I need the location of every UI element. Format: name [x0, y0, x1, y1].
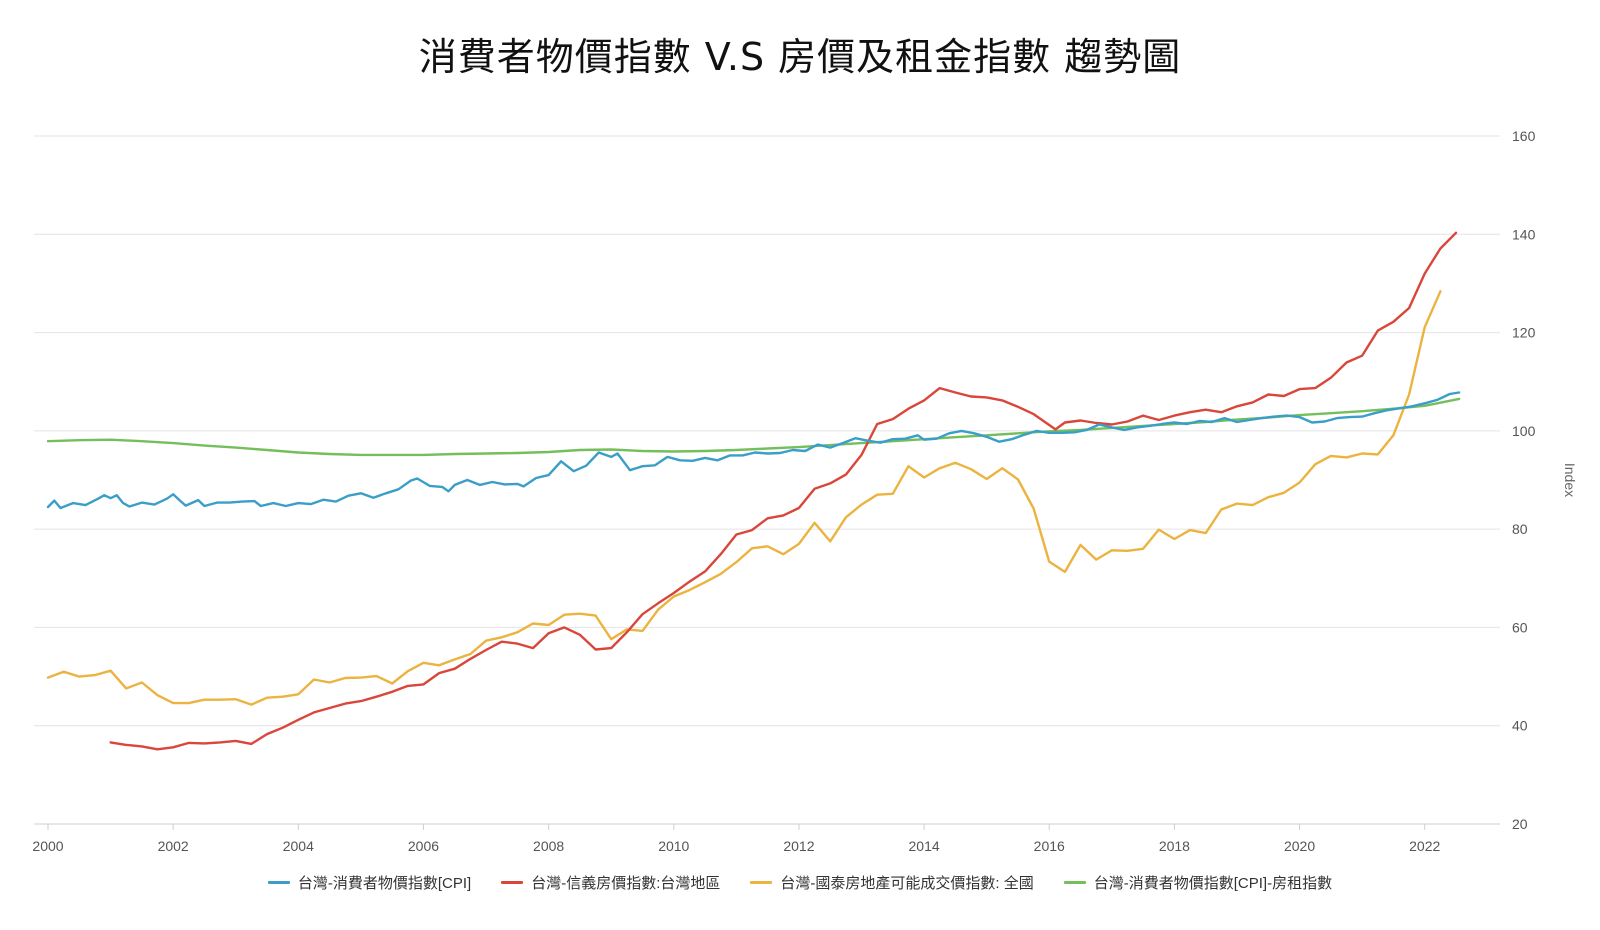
x-tick-label: 2020 — [1284, 838, 1315, 854]
legend-swatch — [267, 881, 290, 884]
y-tick-label: 120 — [1512, 325, 1536, 341]
legend-item[interactable]: 台灣-消費者物價指數[CPI]-房租指數 — [1063, 872, 1333, 893]
x-tick-label: 2004 — [283, 838, 314, 854]
y-axis-title: Index — [1562, 463, 1578, 497]
chart-title: 消費者物價指數 V.S 房價及租金指數 趨勢圖 — [418, 35, 1182, 79]
x-tick-label: 2008 — [533, 838, 564, 854]
series-line-0 — [46, 391, 1461, 510]
legend-swatch — [1063, 881, 1086, 884]
y-tick-label: 20 — [1512, 816, 1528, 832]
x-tick-label: 2010 — [658, 838, 689, 854]
legend-label: 台灣-消費者物價指數[CPI] — [297, 875, 472, 892]
x-tick-label: 2006 — [408, 838, 439, 854]
x-tick-label: 2022 — [1409, 838, 1440, 854]
legend: 台灣-消費者物價指數[CPI] 台灣-信義房價指數:台灣地區 台灣-國泰房地產可能成… — [0, 872, 1600, 893]
legend-swatch — [501, 881, 524, 884]
x-tick-label: 2000 — [32, 838, 63, 854]
x-tick-label: 2016 — [1034, 838, 1065, 854]
legend-item[interactable]: 台灣-信義房價指數:台灣地區 — [501, 872, 720, 893]
grid-lines — [34, 135, 1500, 825]
x-tick-label: 2018 — [1159, 838, 1190, 854]
legend-item[interactable]: 台灣-國泰房地產可能成交價指數: 全國 — [750, 872, 1034, 893]
x-tick-label: 2012 — [783, 838, 814, 854]
x-axis-ticks: 2000 2002 2004 2006 2008 2010 2012 2014 2016 2018… — [32, 824, 1440, 854]
y-tick-label: 140 — [1512, 226, 1536, 242]
legend-label: 台灣-國泰房地產可能成交價指數: 全國 — [780, 875, 1034, 892]
x-tick-label: 2002 — [158, 838, 189, 854]
legend-swatch — [750, 881, 773, 884]
series-line-3 — [46, 397, 1461, 457]
legend-label: 台灣-信義房價指數:台灣地區 — [531, 875, 721, 892]
legend-label: 台灣-消費者物價指數[CPI]-房租指數 — [1093, 875, 1333, 892]
y-tick-label: 100 — [1512, 423, 1536, 439]
y-tick-label: 60 — [1512, 619, 1528, 635]
series-line-1 — [109, 231, 1458, 751]
y-tick-label: 80 — [1512, 521, 1528, 537]
y-axis-ticks: 20 40 60 80 100 120 140 160 — [1512, 128, 1536, 832]
y-tick-label: 40 — [1512, 718, 1528, 734]
series-line-2 — [46, 290, 1442, 706]
y-tick-label: 160 — [1512, 128, 1536, 144]
x-tick-label: 2014 — [909, 838, 940, 854]
series-lines — [46, 231, 1461, 751]
legend-item[interactable]: 台灣-消費者物價指數[CPI] — [267, 872, 472, 893]
